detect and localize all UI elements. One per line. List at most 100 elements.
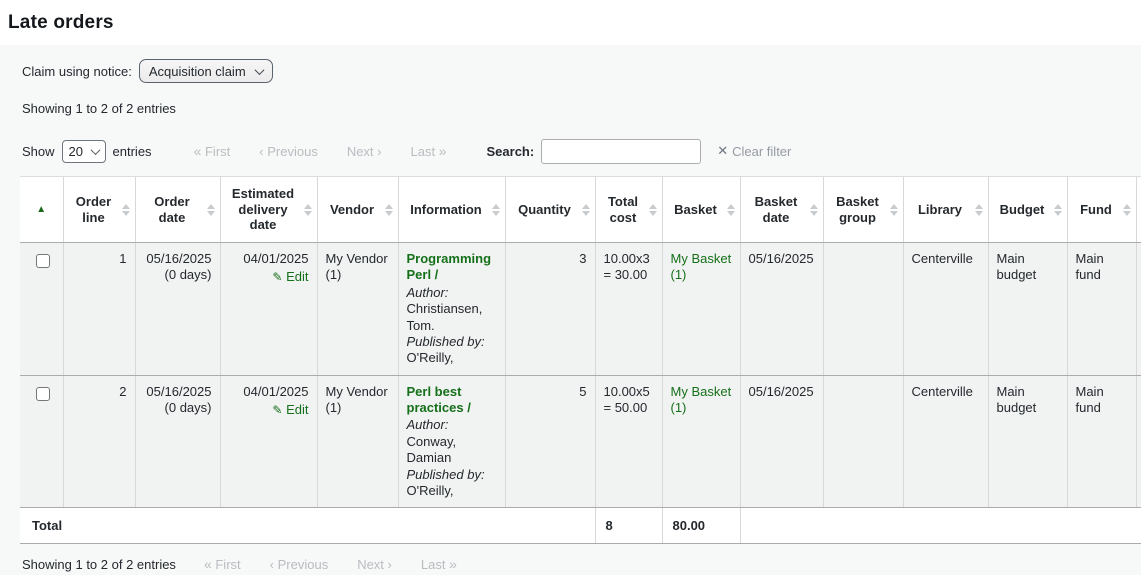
sort-ascending-icon: ▲ <box>36 203 47 215</box>
column-information[interactable]: Information <box>397 176 505 243</box>
page-size-select[interactable]: 20 <box>61 139 106 163</box>
table-header-row: ▲ Order line Order date Estimated delive… <box>20 176 1141 243</box>
sort-icon <box>726 203 735 216</box>
column-select[interactable]: ▲ <box>20 176 63 243</box>
search-input[interactable] <box>541 138 702 164</box>
column-basket[interactable]: Basket <box>661 176 740 243</box>
basket-group-cell <box>822 242 903 376</box>
author-value: Conway, Damian <box>406 433 457 466</box>
column-basket-date[interactable]: Basket date <box>739 176 823 243</box>
pagination-previous-button[interactable]: ‹ Previous <box>259 143 318 159</box>
chevron-right-icon: › <box>377 143 382 159</box>
quantity-cell: 3 <box>504 242 595 376</box>
column-clipped[interactable] <box>1135 176 1141 243</box>
show-label: Show <box>22 143 55 159</box>
column-fund[interactable]: Fund <box>1066 176 1136 243</box>
pagination-first-button[interactable]: « First <box>203 556 241 573</box>
sort-icon <box>121 203 130 216</box>
sort-icon <box>974 203 983 216</box>
page-size-value: 20 <box>68 143 83 159</box>
publisher-label: Published by: <box>406 333 485 349</box>
column-estimated-delivery-date[interactable]: Estimated delivery date <box>219 176 317 243</box>
library-cell: Centerville <box>902 375 988 509</box>
claim-notice-row: Claim using notice: Acquisition claim <box>22 58 1141 84</box>
pagination-next-button[interactable]: Next › <box>357 556 392 572</box>
total-cost: 80.00 <box>661 507 740 545</box>
basket-cell: My Basket (1) <box>661 375 740 509</box>
sort-icon <box>581 203 590 216</box>
title-link[interactable]: Perl best practices / <box>406 383 471 415</box>
close-icon: ✕ <box>717 143 729 158</box>
row-select-checkbox[interactable] <box>36 254 50 268</box>
table-row: 1 05/16/2025 (0 days) 04/01/2025 ✎ Edit M… <box>20 242 1141 376</box>
column-order-line[interactable]: Order line <box>62 176 135 243</box>
clipped-cell <box>1135 242 1141 376</box>
title-link[interactable]: Programming Perl / <box>406 251 492 283</box>
total-cost-cell: 10.00x3 = 30.00 <box>594 242 662 376</box>
column-library[interactable]: Library <box>902 176 988 243</box>
library-cell: Centerville <box>902 242 988 376</box>
basket-cell: My Basket (1) <box>661 242 740 376</box>
column-budget[interactable]: Budget <box>987 176 1067 243</box>
order-line-cell: 2 <box>62 375 135 509</box>
sort-icon <box>1122 203 1131 216</box>
late-orders-table-wrap: ▲ Order line Order date Estimated delive… <box>20 176 1141 545</box>
pagination-last-button[interactable]: Last » <box>410 143 447 159</box>
table-row: 2 05/16/2025 (0 days) 04/01/2025 ✎ Edit M… <box>20 375 1141 509</box>
pagination-first-button[interactable]: « First <box>193 143 231 159</box>
basket-link[interactable]: My Basket (1) <box>670 251 732 283</box>
table-footer-bar: Showing 1 to 2 of 2 entries « First ‹ Pr… <box>22 553 1141 575</box>
clipped-cell: Main fund <box>1066 375 1136 509</box>
main-content: Claim using notice: Acquisition claim Sh… <box>0 45 1141 575</box>
column-total-cost[interactable]: Total cost <box>594 176 662 243</box>
author-label: Author: <box>406 417 449 433</box>
pagination-next-button[interactable]: Next › <box>346 143 382 159</box>
budget-cell: Main budget <box>987 242 1067 376</box>
basket-date-cell: 05/16/2025 <box>739 375 823 509</box>
estimated-delivery-cell: 04/01/2025 ✎ Edit <box>219 375 317 509</box>
information-cell: Programming Perl / Author: Christiansen,… <box>397 242 505 376</box>
edit-delivery-date-link[interactable]: ✎ Edit <box>272 269 309 285</box>
edit-delivery-date-link[interactable]: ✎ Edit <box>272 402 309 417</box>
quantity-cell: 5 <box>504 375 595 509</box>
vendor-cell: My Vendor (1) <box>316 242 398 376</box>
publisher-label: Published by: <box>406 466 485 482</box>
chevron-down-icon <box>254 64 265 75</box>
column-vendor[interactable]: Vendor <box>316 176 398 243</box>
pagination-bottom: « First ‹ Previous Next › Last » <box>204 556 457 572</box>
total-cost-cell: 10.00x5 = 50.00 <box>594 375 662 509</box>
publisher-value: O'Reilly, <box>406 482 454 498</box>
claim-notice-select[interactable]: Acquisition claim <box>138 59 273 83</box>
pagination-previous-button[interactable]: ‹ Previous <box>269 556 329 572</box>
sort-icon <box>384 203 393 216</box>
author-value: Christiansen, Tom. <box>406 301 483 333</box>
table-controls: Show 20 entries « First ‹ Previous Next … <box>22 138 1141 164</box>
column-basket-group[interactable]: Basket group <box>822 176 903 243</box>
row-select-checkbox[interactable] <box>36 386 50 401</box>
chevron-double-right-icon: » <box>438 143 447 159</box>
information-cell: Perl best practices / Author: Conway, Da… <box>397 375 505 509</box>
late-orders-table: ▲ Order line Order date Estimated delive… <box>20 176 1141 545</box>
estimated-delivery-cell: 04/01/2025 ✎ Edit <box>219 242 317 376</box>
basket-link[interactable]: My Basket (1) <box>670 383 732 415</box>
basket-group-cell <box>822 375 903 509</box>
select-cell <box>20 375 63 509</box>
entries-summary-bottom: Showing 1 to 2 of 2 entries <box>22 556 176 572</box>
column-order-date[interactable]: Order date <box>134 176 220 243</box>
chevron-double-left-icon: « <box>203 556 212 573</box>
budget-cell: Main budget <box>987 375 1067 509</box>
chevron-down-icon <box>90 144 100 155</box>
clear-filter-button[interactable]: ✕ Clear filter <box>717 143 791 159</box>
total-label: Total <box>20 507 595 545</box>
column-quantity[interactable]: Quantity <box>504 176 595 243</box>
order-date-cell: 05/16/2025 (0 days) <box>134 375 220 509</box>
vendor-cell: My Vendor (1) <box>316 375 398 509</box>
sort-icon <box>206 203 215 216</box>
clipped-cell <box>1135 375 1141 509</box>
pagination-last-button[interactable]: Last » <box>420 556 457 573</box>
order-line-cell: 1 <box>62 242 135 376</box>
chevron-double-right-icon: » <box>449 556 457 573</box>
sort-icon <box>648 203 657 216</box>
total-empty-cell <box>739 507 1141 545</box>
pencil-icon: ✎ <box>272 270 283 285</box>
